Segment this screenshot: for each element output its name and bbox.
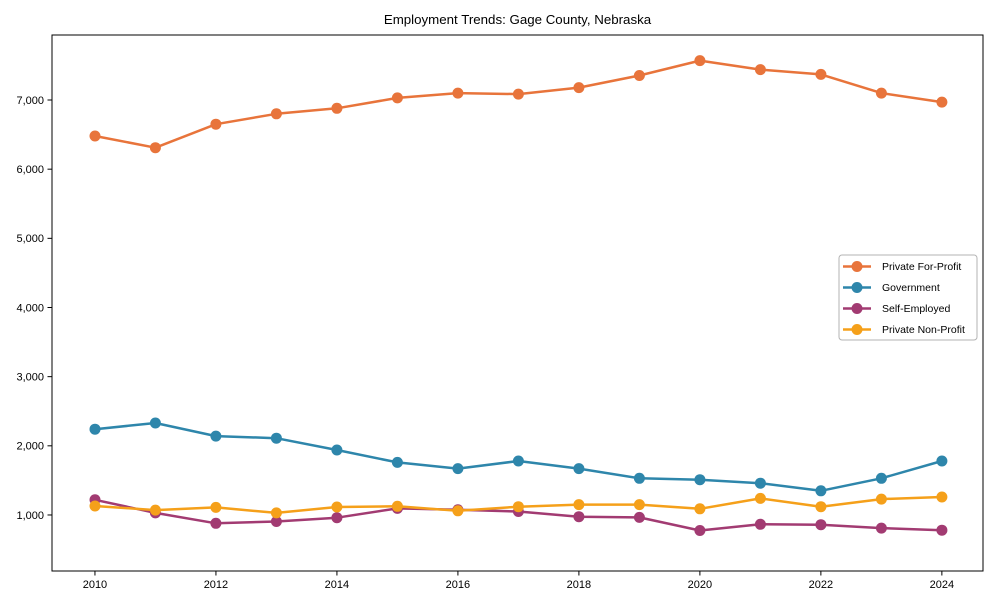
data-point-marker <box>936 491 948 503</box>
data-point-marker <box>149 417 161 429</box>
x-tick-label: 2016 <box>446 579 470 591</box>
y-tick-label: 2,000 <box>16 441 44 453</box>
data-point-marker <box>270 108 282 120</box>
data-point-marker <box>694 55 706 67</box>
legend-marker-dot <box>851 303 863 314</box>
data-point-marker <box>89 500 101 512</box>
data-point-marker <box>270 432 282 444</box>
y-tick-label: 1,000 <box>16 510 44 522</box>
data-point-marker <box>452 505 464 517</box>
data-point-marker <box>573 499 585 511</box>
legend-marker-dot <box>851 261 863 272</box>
data-point-marker <box>815 485 827 497</box>
data-point-marker <box>391 92 403 104</box>
data-point-marker <box>936 455 948 467</box>
series-line <box>93 59 944 149</box>
legend-marker-dot <box>851 282 863 293</box>
data-point-marker <box>270 516 282 527</box>
data-point-marker <box>512 455 524 467</box>
data-point-marker <box>210 501 222 513</box>
data-point-marker <box>149 142 161 154</box>
data-point-marker <box>270 507 282 519</box>
data-point-marker <box>633 70 645 81</box>
data-point-marker <box>331 512 343 524</box>
data-point-marker <box>815 501 827 513</box>
legend-item-self-employed: Self-Employed <box>843 303 950 315</box>
data-point-marker <box>452 463 464 475</box>
data-point-marker <box>875 87 887 99</box>
data-point-marker <box>512 501 524 513</box>
data-point-marker <box>875 493 887 505</box>
data-point-marker <box>633 499 645 511</box>
data-point-marker <box>331 102 343 114</box>
data-point-marker <box>512 88 524 100</box>
x-tick-label: 2018 <box>567 579 591 591</box>
data-point-marker <box>573 511 585 523</box>
x-tick-label: 2010 <box>83 579 107 591</box>
legend-item-government: Government <box>843 282 940 294</box>
legend-item-private-for-profit: Private For-Profit <box>843 261 961 273</box>
x-tick-label: 2020 <box>688 579 712 591</box>
data-point-marker <box>573 82 585 94</box>
data-point-marker <box>754 477 766 489</box>
data-point-marker <box>815 68 827 80</box>
y-tick-label: 4,000 <box>16 302 44 314</box>
data-point-marker <box>210 430 222 442</box>
data-point-marker <box>754 64 766 76</box>
x-tick-label: 2014 <box>325 579 349 591</box>
data-point-marker <box>573 463 585 475</box>
y-tick-label: 6,000 <box>16 164 44 176</box>
series-self-employed <box>89 494 948 536</box>
series-private-non-profit <box>89 491 948 519</box>
legend-label: Self-Employed <box>882 303 950 315</box>
data-point-marker <box>391 500 403 512</box>
data-point-marker <box>452 87 464 99</box>
legend-box <box>838 254 978 341</box>
series-private-for-profit <box>89 55 948 154</box>
legend-label: Private Non-Profit <box>882 324 965 336</box>
data-point-marker <box>694 503 706 515</box>
data-point-marker <box>754 518 766 530</box>
legend-marker-dot <box>851 324 863 335</box>
data-point-marker <box>815 519 827 531</box>
plot-border <box>51 34 984 572</box>
data-point-marker <box>331 501 343 513</box>
data-point-marker <box>391 456 403 468</box>
legend: Private For-Profit Government Self-Employe… <box>838 254 978 341</box>
data-point-marker <box>210 517 222 529</box>
data-point-marker <box>936 96 948 108</box>
data-point-marker <box>89 423 101 435</box>
y-tick-label: 7,000 <box>16 95 44 107</box>
series-government <box>89 417 948 497</box>
legend-item-private-non-profit: Private Non-Profit <box>843 324 965 336</box>
data-point-marker <box>936 524 948 536</box>
data-point-marker <box>875 522 887 534</box>
x-tick-label: 2022 <box>809 579 833 591</box>
data-point-marker <box>875 472 887 484</box>
data-point-marker <box>331 444 343 456</box>
y-axis: 1,000 2,000 3,000 4,000 5,000 6,000 7,000 <box>16 95 52 522</box>
x-tick-label: 2024 <box>930 579 954 591</box>
y-tick-label: 5,000 <box>16 233 44 245</box>
data-point-marker <box>694 525 706 536</box>
legend-label: Private For-Profit <box>882 261 961 273</box>
data-point-marker <box>149 504 161 516</box>
y-tick-label: 3,000 <box>16 371 44 383</box>
data-point-marker <box>754 492 766 504</box>
data-point-marker <box>633 511 645 523</box>
chart-title: Employment Trends: Gage County, Nebraska <box>383 12 652 27</box>
x-tick-label: 2012 <box>204 579 228 591</box>
x-axis: 2010 2012 2014 2016 2018 2020 2022 2024 <box>83 571 954 591</box>
legend-label: Government <box>882 282 940 294</box>
data-point-marker <box>694 474 706 486</box>
data-point-marker <box>210 118 222 130</box>
data-point-marker <box>633 472 645 484</box>
data-point-marker <box>89 130 101 142</box>
